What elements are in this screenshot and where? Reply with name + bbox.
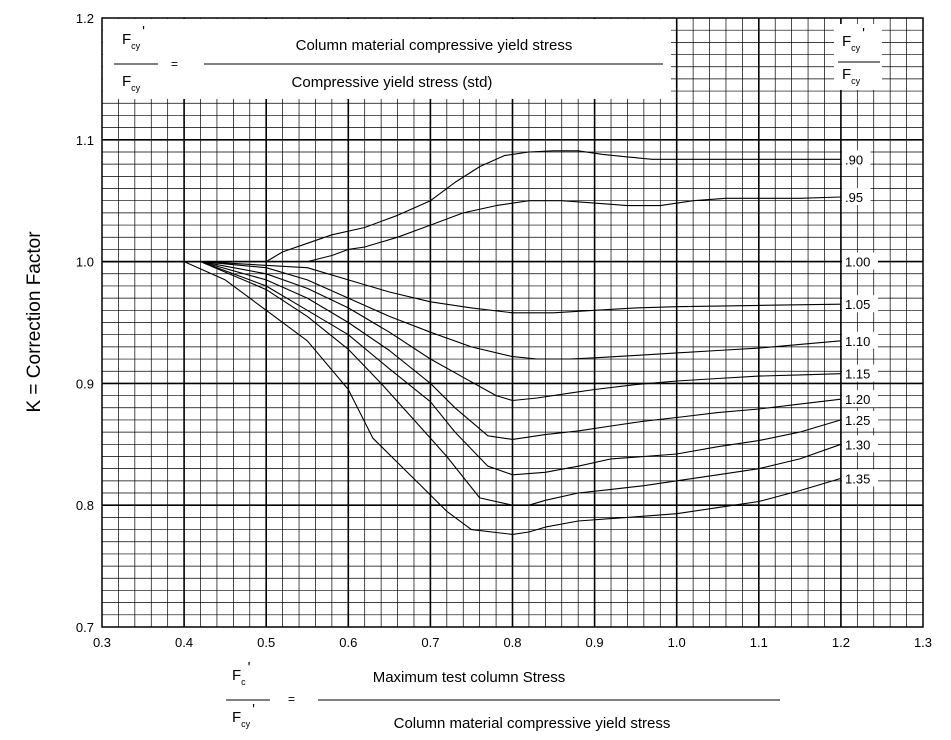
top-lhs-numerator: Fcy' — [122, 23, 145, 51]
top-numerator: Column material compressive yield stress — [296, 37, 573, 54]
y-axis-label: K = Correction Factor — [24, 231, 45, 413]
curve-1p20 — [102, 261, 841, 440]
curve-p90 — [102, 150, 841, 263]
curve-p95 — [102, 196, 841, 263]
curve-labels: .90 .95 1.00 1.05 1.10 1.15 1.20 1.25 1.30 1.35 — [842, 150, 878, 487]
legend-header: Fcy' Fcy — [834, 24, 882, 90]
curve-label-bg — [842, 364, 878, 382]
top-formula: Fcy' Fcy = Column material compressive y… — [103, 19, 671, 99]
bottom-numerator: Maximum test column Stress — [373, 669, 566, 686]
bottom-equals: = — [288, 692, 295, 706]
x-tick-label: 0.5 — [257, 635, 275, 650]
curve-label: 1.00 — [845, 255, 870, 270]
curve-label-bg — [842, 410, 878, 428]
top-lhs-denominator: Fcy — [122, 73, 141, 93]
x-tick-label: 1.1 — [750, 635, 768, 650]
curve-label: 1.05 — [845, 297, 870, 312]
curve-label: 1.25 — [845, 413, 870, 428]
curve-label: .90 — [845, 152, 863, 167]
top-formula-box — [103, 19, 671, 99]
y-tick-label: 0.8 — [76, 498, 94, 513]
x-tick-label: 1.3 — [914, 635, 932, 650]
y-tick-label: 0.9 — [76, 376, 94, 391]
curve-label: 1.15 — [845, 367, 870, 382]
curve-label-bg — [842, 331, 878, 349]
curve-label: 1.20 — [845, 392, 870, 407]
x-tick-label: 0.6 — [339, 635, 357, 650]
x-tick-labels: 0.3 0.4 0.5 0.6 0.7 0.8 0.9 1.0 1.1 1.2 1.3 — [93, 635, 932, 650]
x-tick-label: 0.4 — [175, 635, 193, 650]
x-tick-label: 0.9 — [586, 635, 604, 650]
top-equals: = — [171, 57, 178, 71]
plot-frame — [101, 17, 924, 628]
legend-header-numerator: Fcy' — [842, 25, 865, 53]
y-tick-label: 1.2 — [76, 11, 94, 26]
curve-1p10 — [102, 261, 841, 360]
y-tick-labels: 0.7 0.8 0.9 1.0 1.1 1.2 — [76, 11, 94, 635]
curve-label: 1.30 — [845, 437, 870, 452]
bottom-formula: Fc' Fcy' = Maximum test column Stress Co… — [226, 659, 780, 732]
curve-label-bg — [842, 435, 878, 453]
y-tick-label: 0.7 — [76, 620, 94, 635]
curve-label-bg — [842, 188, 871, 206]
x-tick-label: 0.7 — [421, 635, 439, 650]
curve-label-bg — [842, 252, 878, 270]
y-tick-label: 1.0 — [76, 255, 94, 270]
legend-header-denominator: Fcy — [842, 66, 861, 86]
curve-label: 1.35 — [845, 471, 870, 486]
curve-1p15 — [102, 261, 841, 402]
top-denominator: Compressive yield stress (std) — [292, 74, 493, 91]
curve-label: 1.10 — [845, 334, 870, 349]
bottom-denominator: Column material compressive yield stress — [394, 715, 671, 732]
legend-header-box — [834, 24, 882, 90]
bottom-lhs-numerator: Fc' — [232, 659, 251, 687]
curve-label-bg — [842, 295, 878, 313]
curve-group — [102, 150, 842, 535]
curve-label-bg — [842, 390, 878, 408]
curve-label: .95 — [845, 190, 863, 205]
x-tick-label: 0.8 — [503, 635, 521, 650]
bottom-lhs-denominator: Fcy' — [232, 701, 255, 729]
curve-1p35 — [102, 261, 842, 535]
curve-label-bg — [842, 469, 878, 487]
curve-1p30 — [102, 261, 842, 506]
y-tick-label: 1.1 — [76, 133, 94, 148]
x-tick-label: 0.3 — [93, 635, 111, 650]
curve-label-bg — [842, 150, 871, 168]
x-tick-label: 1.2 — [832, 635, 850, 650]
x-tick-label: 1.0 — [668, 635, 686, 650]
curve-1p25 — [102, 261, 842, 476]
curve-1p05 — [102, 261, 841, 314]
